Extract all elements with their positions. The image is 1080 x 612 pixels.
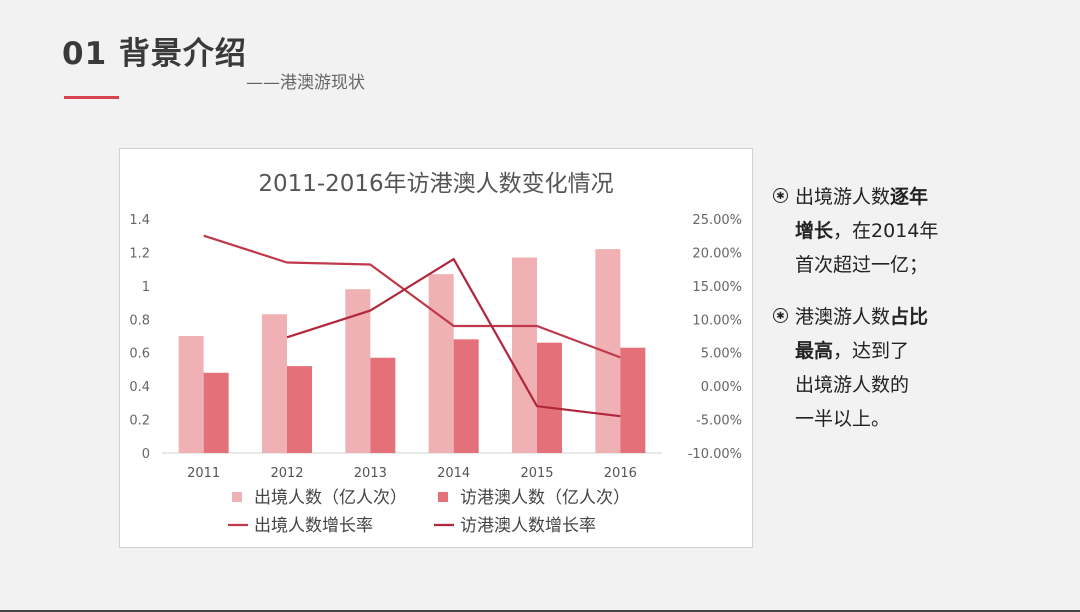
combo-chart: 2011-2016年访港澳人数变化情况 1.4 1.2 1 0.8 0.6 0.4 0.2 0 2… [129,171,742,536]
bar-1 [428,274,454,453]
side-notes: ✱ 出境游人数逐年 增长，在2014年 首次超过一亿； ✱ 港澳游人数占比 最高，达到了 出境… [773,180,965,436]
x-tick-label: 2012 [270,466,303,481]
note-text: 出境游人数 [795,186,891,208]
y-left-tick-label: 1.2 [129,246,150,261]
note-emphasis: 增长 [795,220,834,242]
note-text: 一半以上。 [795,408,891,430]
note-line: 港澳游人数占比 [795,300,965,334]
bar-1 [262,314,287,453]
y-right-tick-label: 5.00% [701,347,742,362]
y-right-tick-label: 10.00% [692,313,742,328]
note-line: 最高，达到了 [795,334,965,368]
note-line: 出境游人数逐年 [795,180,965,214]
bar-2 [537,342,562,453]
y-left-tick-label: 0 [142,447,150,462]
x-tick-label: 2015 [520,466,553,481]
y-left-tick-label: 0.8 [129,313,150,328]
y-left-tick-label: 1.4 [129,213,150,228]
bar-2 [620,347,646,453]
y-right-tick-label: 15.00% [692,280,742,295]
y-right-tick-label: 20.00% [692,246,742,261]
note-1: ✱ 出境游人数逐年 增长，在2014年 首次超过一亿； [773,180,965,282]
y-left-tick-label: 1 [142,280,150,295]
y-right-tick-label: -10.00% [688,447,742,462]
y-left-tick-label: 0.4 [129,380,150,395]
bar-1 [512,257,537,453]
note-emphasis: 占比 [890,306,929,328]
y-right-tick-label: -5.00% [696,414,742,429]
x-tick-label: 2014 [437,466,470,481]
bar-2 [453,339,479,453]
bottom-divider [0,610,1080,612]
note-text: 首次超过一亿； [795,254,929,276]
note-line: 首次超过一亿； [795,248,965,282]
title-underline [64,96,119,99]
bar-2 [370,357,396,453]
bar-2 [287,366,312,453]
y-left-tick-label: 0.2 [129,414,150,429]
legend-label: 访港澳人数增长率 [460,516,596,536]
legend-swatch-1 [232,492,242,502]
legend-label: 访港澳人数（亿人次） [460,488,630,508]
asterisk-circle-icon: ✱ [773,308,788,323]
x-tick-label: 2016 [604,466,637,481]
bar-1 [595,249,621,453]
note-text: 港澳游人数 [795,306,891,328]
page-title: 01 背景介绍 [62,36,247,72]
note-text: ，达到了 [833,340,910,362]
page-subtitle: ——港澳游现状 [246,73,365,93]
legend-label: 出境人数（亿人次） [254,488,407,508]
note-text: ，在2014年 [833,220,939,242]
note-line: 出境游人数的 [795,368,965,402]
y-left-tick-label: 0.6 [129,347,150,362]
note-emphasis: 最高 [795,340,834,362]
legend-swatch-2 [438,492,448,502]
bar-1 [178,336,204,453]
y-right-tick-label: 0.00% [701,380,742,395]
bar-2 [203,372,229,453]
chart-title: 2011-2016年访港澳人数变化情况 [258,171,613,197]
legend-label: 出境人数增长率 [254,516,373,536]
note-2: ✱ 港澳游人数占比 最高，达到了 出境游人数的 一半以上。 [773,300,965,436]
y-right-tick-label: 25.00% [692,213,742,228]
note-line: 一半以上。 [795,402,965,436]
asterisk-circle-icon: ✱ [773,188,788,203]
note-text: 出境游人数的 [795,374,910,396]
line-series-1 [203,234,621,359]
x-tick-label: 2011 [187,466,220,481]
note-emphasis: 逐年 [890,186,929,208]
note-line: 增长，在2014年 [795,214,965,248]
chart-container: 2011-2016年访港澳人数变化情况 1.4 1.2 1 0.8 0.6 0.4 0.2 0 2… [119,148,753,548]
x-tick-label: 2013 [354,466,387,481]
